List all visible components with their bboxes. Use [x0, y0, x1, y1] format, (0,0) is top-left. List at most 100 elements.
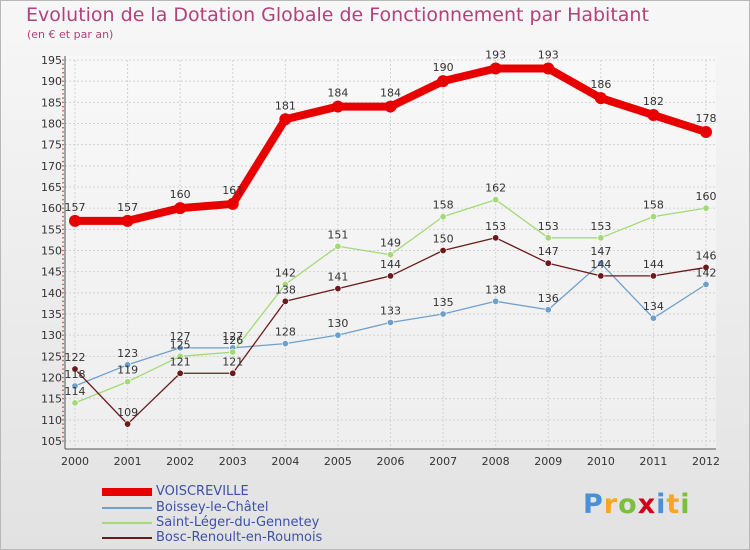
- y-minor-tick: [62, 292, 64, 294]
- y-minor-tick: [62, 224, 64, 226]
- data-label: 142: [275, 266, 296, 279]
- y-minor-tick: [62, 427, 64, 430]
- x-tick-label: 2000: [61, 455, 89, 468]
- data-label: 144: [380, 258, 401, 271]
- y-minor-tick: [62, 88, 64, 91]
- y-tick-label: 160: [41, 202, 62, 215]
- data-label: 127: [222, 330, 243, 343]
- y-minor-tick: [62, 410, 64, 413]
- legend-swatch: [102, 506, 152, 509]
- y-tick-label: 180: [41, 118, 62, 131]
- y-minor-tick: [62, 389, 64, 392]
- data-label: 193: [538, 48, 559, 61]
- y-tick-label: 175: [41, 139, 62, 152]
- data-label: 128: [275, 326, 296, 339]
- data-point: [174, 202, 187, 215]
- y-minor-tick: [62, 402, 64, 404]
- data-label: 178: [696, 112, 717, 125]
- data-point: [649, 213, 657, 221]
- y-tick-label: 150: [41, 245, 62, 258]
- y-minor-tick: [62, 275, 64, 277]
- proxiti-logo: Proxiti: [583, 489, 691, 520]
- data-point: [492, 196, 500, 204]
- data-point: [439, 213, 447, 221]
- data-point: [647, 109, 660, 122]
- data-label: 181: [275, 99, 296, 112]
- data-label: 153: [538, 220, 559, 233]
- y-minor-tick: [62, 97, 64, 99]
- data-point: [649, 314, 657, 322]
- y-minor-tick: [62, 296, 64, 298]
- legend-swatch: [102, 487, 152, 496]
- data-point: [439, 247, 447, 255]
- y-minor-tick: [62, 59, 64, 61]
- y-minor-tick: [62, 122, 64, 125]
- y-minor-tick: [62, 419, 64, 421]
- y-tick-label: 130: [41, 329, 62, 342]
- data-point: [71, 399, 79, 407]
- y-tick-label: 165: [41, 181, 62, 194]
- legend-item: VOISCREVILLE: [102, 484, 249, 499]
- data-point: [279, 113, 292, 126]
- y-minor-tick: [62, 190, 64, 193]
- data-point: [597, 259, 605, 267]
- y-minor-tick: [62, 186, 64, 188]
- y-minor-tick: [62, 165, 64, 167]
- legend-item: Boissey-le-Châtel: [102, 500, 268, 515]
- data-label: 114: [65, 385, 86, 398]
- logo-letter: x: [637, 489, 657, 520]
- data-point: [492, 234, 500, 242]
- y-minor-tick: [62, 330, 64, 332]
- data-label: 186: [590, 78, 611, 91]
- y-minor-tick: [62, 308, 64, 311]
- y-tick-label: 185: [41, 96, 62, 109]
- legend-item: Saint-Léger-du-Gennetey: [102, 515, 319, 530]
- data-label: 141: [327, 271, 348, 284]
- y-tick-label: 190: [41, 75, 62, 88]
- y-minor-tick: [62, 76, 64, 78]
- y-minor-tick: [62, 232, 64, 235]
- data-point: [124, 378, 132, 386]
- y-minor-tick: [62, 110, 64, 112]
- data-label: 150: [433, 233, 454, 246]
- data-label: 133: [380, 304, 401, 317]
- y-minor-tick: [62, 148, 64, 150]
- data-point: [176, 352, 184, 360]
- x-tick-label: 2004: [271, 455, 299, 468]
- y-minor-tick: [62, 440, 64, 442]
- data-point: [437, 75, 450, 88]
- y-minor-tick: [62, 84, 64, 87]
- y-minor-tick: [62, 258, 64, 260]
- data-point: [386, 272, 394, 280]
- y-minor-tick: [62, 198, 64, 201]
- y-minor-tick: [62, 435, 64, 438]
- y-minor-tick: [62, 139, 64, 142]
- data-point: [544, 259, 552, 267]
- y-tick-label: 120: [41, 372, 62, 385]
- y-minor-tick: [62, 67, 64, 70]
- y-minor-tick: [62, 177, 64, 180]
- data-label: 122: [65, 351, 86, 364]
- y-minor-tick: [62, 156, 64, 159]
- data-label: 123: [117, 347, 138, 360]
- data-label: 162: [485, 182, 506, 195]
- x-tick-label: 2009: [534, 455, 562, 468]
- y-tick-label: 110: [41, 414, 62, 427]
- data-label: 144: [643, 258, 664, 271]
- y-minor-tick: [62, 131, 64, 133]
- x-tick-label: 2001: [114, 455, 142, 468]
- data-label: 184: [327, 87, 348, 100]
- x-tick-label: 2006: [377, 455, 405, 468]
- data-label: 182: [643, 95, 664, 108]
- y-minor-tick: [62, 241, 64, 243]
- y-minor-tick: [62, 80, 64, 82]
- logo-letter: i: [680, 489, 691, 520]
- data-label: 157: [65, 201, 86, 214]
- y-minor-tick: [62, 173, 64, 176]
- y-minor-tick: [62, 160, 64, 163]
- legend-item: Bosc-Renoult-en-Roumois: [102, 530, 322, 545]
- y-minor-tick: [62, 211, 64, 214]
- data-label: 121: [222, 355, 243, 368]
- y-minor-tick: [62, 245, 64, 248]
- data-point: [124, 420, 132, 428]
